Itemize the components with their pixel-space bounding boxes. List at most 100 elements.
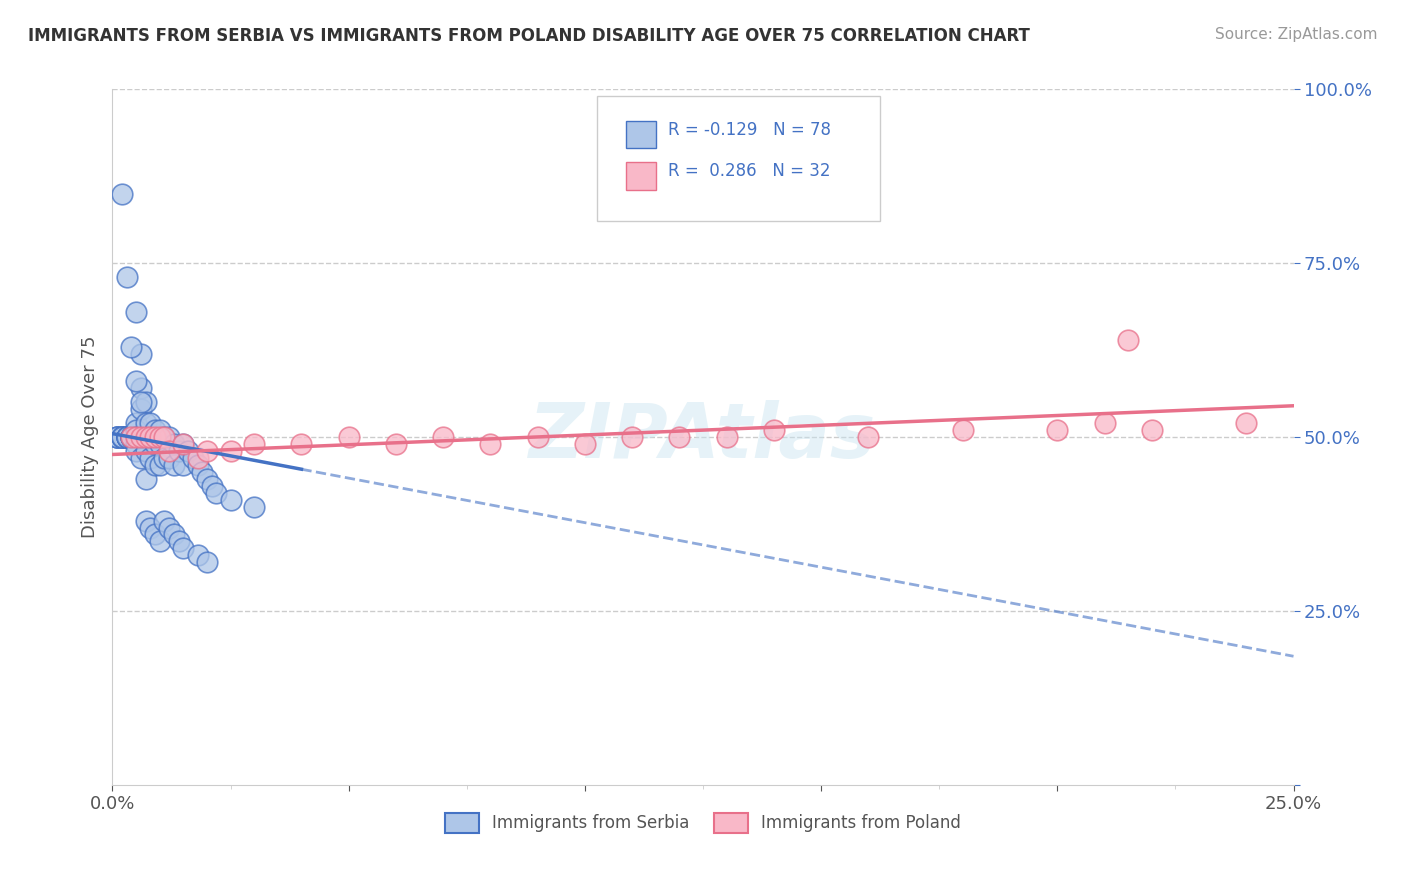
Point — [120, 430, 142, 444]
Point — [125, 305, 148, 319]
Point — [135, 430, 157, 444]
Point — [105, 430, 128, 444]
Point — [111, 430, 134, 444]
FancyBboxPatch shape — [596, 96, 880, 221]
Point — [125, 437, 148, 451]
Point — [125, 430, 148, 444]
Point — [139, 430, 162, 444]
Legend: Immigrants from Serbia, Immigrants from Poland: Immigrants from Serbia, Immigrants from … — [432, 799, 974, 847]
Point — [135, 514, 157, 528]
Point — [153, 450, 176, 465]
Point — [120, 430, 142, 444]
Point — [129, 346, 152, 360]
Point — [858, 430, 880, 444]
Point — [1046, 423, 1069, 437]
Point — [952, 423, 974, 437]
Point — [149, 458, 172, 472]
Point — [195, 555, 218, 569]
Point — [139, 416, 162, 430]
Point — [172, 437, 194, 451]
Point — [120, 430, 142, 444]
Point — [1116, 333, 1139, 347]
FancyBboxPatch shape — [626, 162, 655, 190]
Point — [219, 444, 242, 458]
Point — [479, 437, 502, 451]
Point — [139, 450, 162, 465]
Point — [172, 437, 194, 451]
Point — [337, 430, 360, 444]
Text: R = -0.129   N = 78: R = -0.129 N = 78 — [668, 120, 831, 138]
Point — [163, 527, 186, 541]
Point — [762, 423, 785, 437]
Point — [139, 430, 162, 444]
Point — [153, 430, 176, 444]
Y-axis label: Disability Age Over 75: Disability Age Over 75 — [80, 335, 98, 539]
Point — [432, 430, 454, 444]
Point — [105, 430, 128, 444]
Point — [290, 437, 312, 451]
Point — [125, 423, 148, 437]
Point — [153, 514, 176, 528]
Point — [120, 340, 142, 354]
Point — [574, 437, 596, 451]
Point — [143, 437, 166, 451]
Point — [129, 402, 152, 417]
Point — [186, 450, 208, 465]
Point — [149, 437, 172, 451]
Point — [120, 430, 142, 444]
Point — [167, 534, 190, 549]
Text: IMMIGRANTS FROM SERBIA VS IMMIGRANTS FROM POLAND DISABILITY AGE OVER 75 CORRELAT: IMMIGRANTS FROM SERBIA VS IMMIGRANTS FRO… — [28, 27, 1031, 45]
Point — [111, 430, 134, 444]
Point — [115, 430, 138, 444]
Point — [115, 270, 138, 285]
Point — [157, 430, 180, 444]
Point — [115, 430, 138, 444]
Point — [157, 520, 180, 534]
Point — [149, 534, 172, 549]
Point — [129, 381, 152, 395]
Point — [105, 430, 128, 444]
Point — [526, 430, 548, 444]
Point — [135, 444, 157, 458]
Point — [1140, 423, 1163, 437]
Point — [129, 430, 152, 444]
Point — [115, 430, 138, 444]
Point — [716, 430, 738, 444]
Text: R =  0.286   N = 32: R = 0.286 N = 32 — [668, 162, 830, 180]
Point — [167, 444, 190, 458]
Point — [115, 430, 138, 444]
Point — [120, 430, 142, 444]
Point — [149, 423, 172, 437]
Point — [219, 492, 242, 507]
Point — [111, 430, 134, 444]
Point — [120, 430, 142, 444]
Point — [149, 430, 172, 444]
Point — [135, 416, 157, 430]
Point — [115, 430, 138, 444]
Point — [181, 450, 204, 465]
Text: ZIPAtlas: ZIPAtlas — [529, 401, 877, 474]
Point — [186, 549, 208, 563]
Point — [143, 423, 166, 437]
Point — [125, 444, 148, 458]
Point — [172, 541, 194, 556]
Point — [135, 472, 157, 486]
Point — [1234, 416, 1257, 430]
Point — [172, 458, 194, 472]
Point — [125, 375, 148, 389]
Point — [129, 450, 152, 465]
Text: Source: ZipAtlas.com: Source: ZipAtlas.com — [1215, 27, 1378, 42]
Point — [129, 395, 152, 409]
Point — [105, 430, 128, 444]
Point — [125, 416, 148, 430]
Point — [385, 437, 408, 451]
Point — [668, 430, 690, 444]
Point — [205, 485, 228, 500]
Point — [135, 395, 157, 409]
Point — [157, 450, 180, 465]
Point — [191, 465, 214, 479]
Point — [143, 458, 166, 472]
Point — [186, 458, 208, 472]
Point — [243, 500, 266, 514]
FancyBboxPatch shape — [626, 120, 655, 148]
